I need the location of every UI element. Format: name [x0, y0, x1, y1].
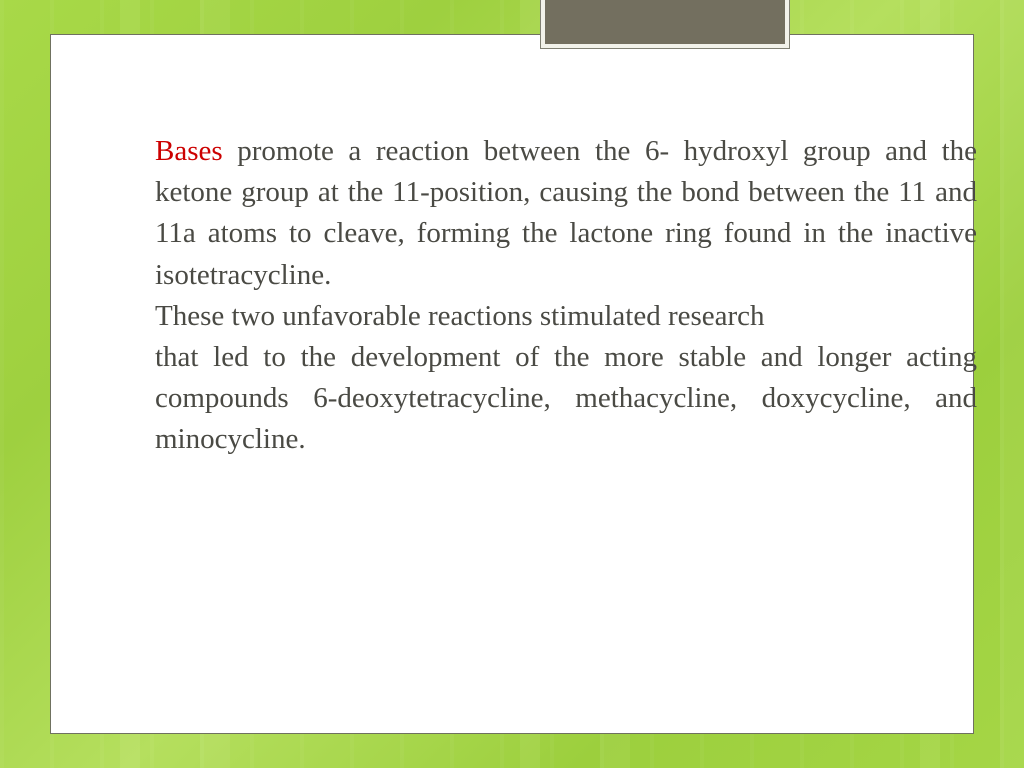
highlight-word: Bases — [155, 135, 223, 167]
content-frame: Bases promote a reaction between the 6- … — [50, 34, 974, 734]
paragraph-1-rest: promote a reaction between the 6- hydrox… — [155, 135, 977, 291]
slide-background: Bases promote a reaction between the 6- … — [0, 0, 1024, 768]
paragraph-2: These two unfavorable reactions stimulat… — [155, 296, 977, 337]
paragraph-1: Bases promote a reaction between the 6- … — [155, 131, 977, 296]
body-text: Bases promote a reaction between the 6- … — [155, 131, 977, 460]
header-tab-decoration — [541, 0, 789, 48]
paragraph-3: that led to the development of the more … — [155, 337, 977, 461]
